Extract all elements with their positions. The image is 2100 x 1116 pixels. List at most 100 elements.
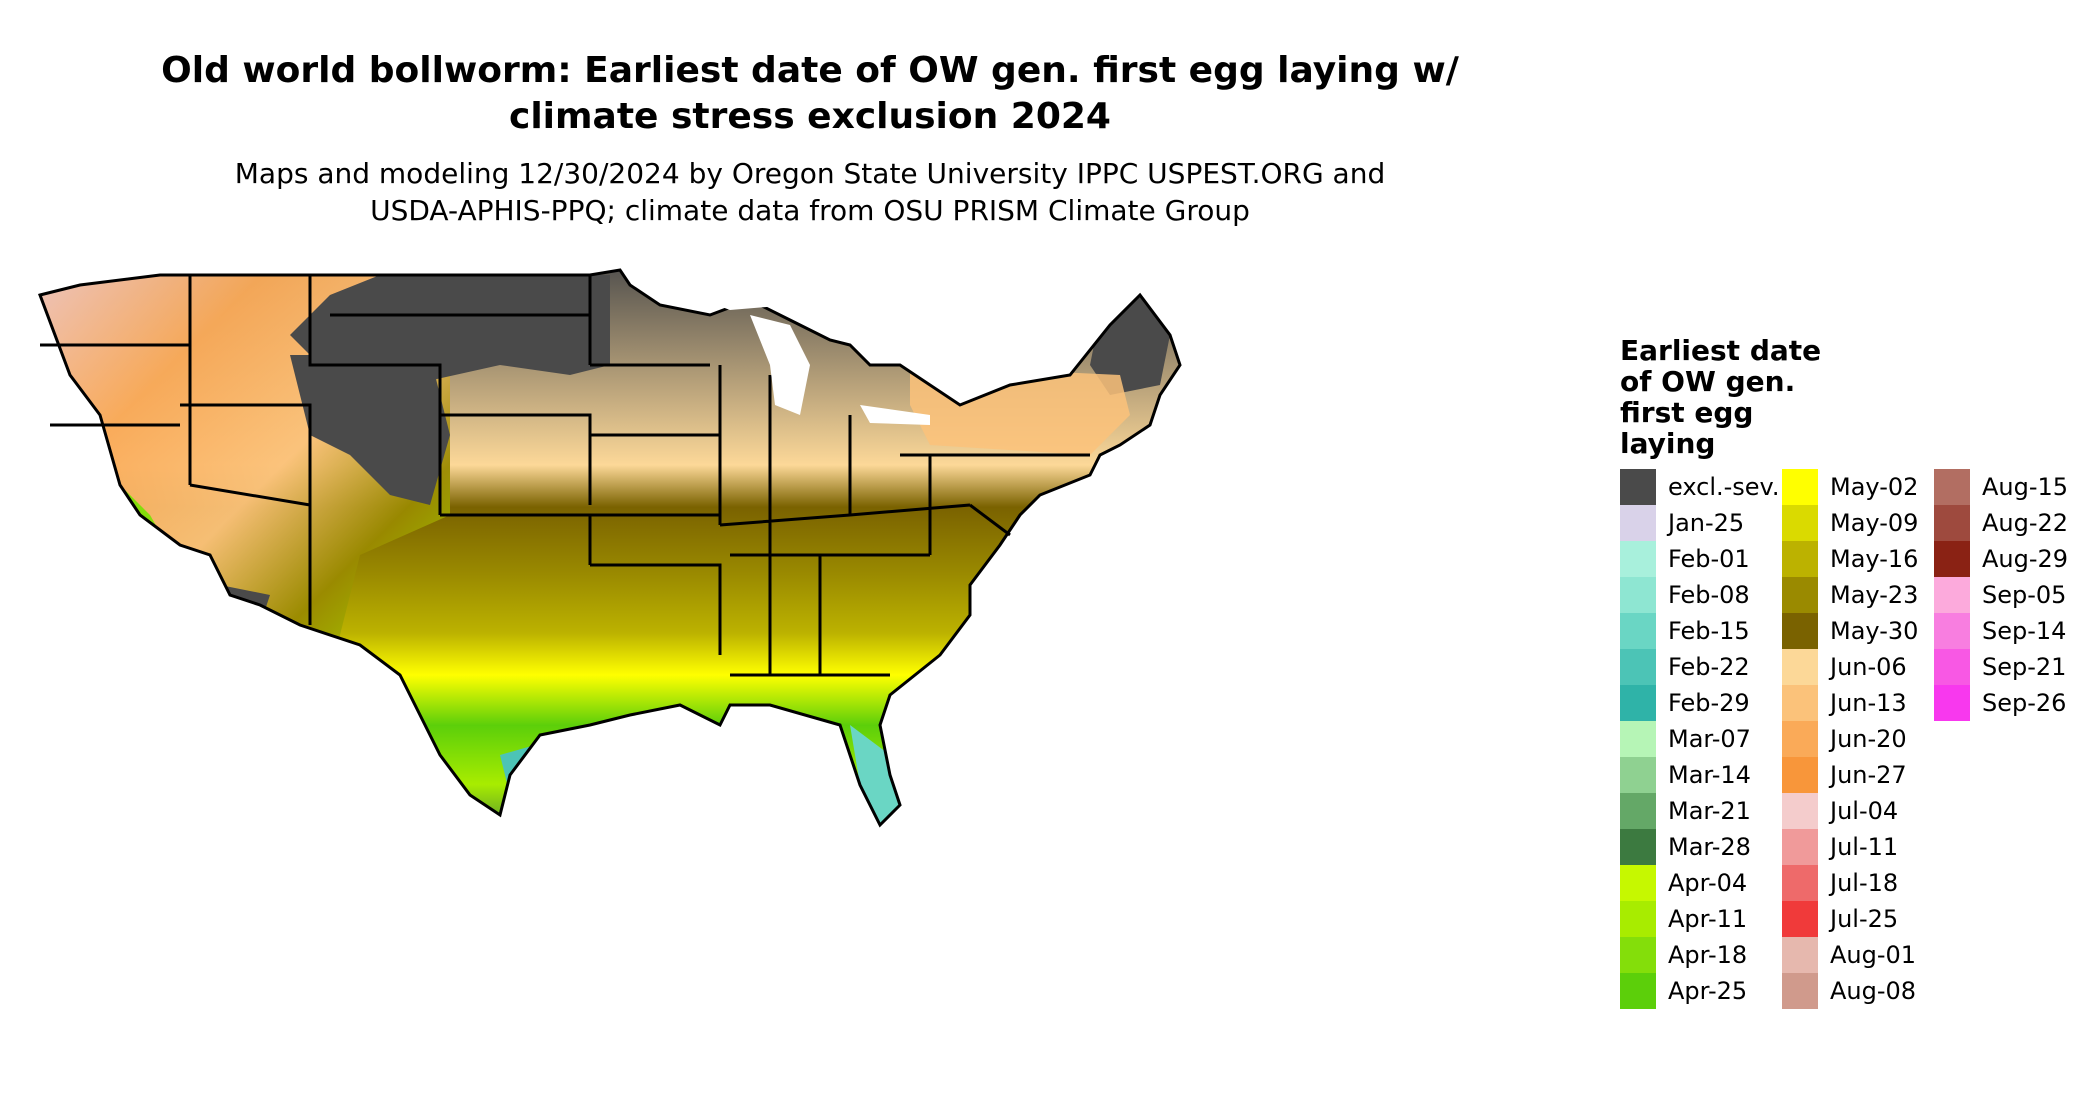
legend-swatch — [1620, 541, 1656, 577]
legend-label: Mar-21 — [1668, 797, 1751, 825]
state-boundaries — [38, 268, 1182, 828]
legend-swatch — [1620, 577, 1656, 613]
legend-item: Feb-29 — [1620, 685, 1780, 721]
legend-label: May-09 — [1830, 509, 1919, 537]
legend-item: Sep-14 — [1934, 613, 2068, 649]
map-subtitle-line-1: Maps and modeling 12/30/2024 by Oregon S… — [234, 157, 1386, 190]
legend-label: Aug-15 — [1982, 473, 2069, 501]
legend-label: Sep-05 — [1982, 581, 2067, 609]
legend-swatch — [1620, 613, 1656, 649]
legend-label: Jun-27 — [1830, 761, 1907, 789]
legend-swatch — [1620, 829, 1656, 865]
legend-item: Feb-01 — [1620, 541, 1780, 577]
legend-item: May-30 — [1782, 613, 1918, 649]
legend-title-line: of OW gen. — [1620, 365, 1796, 398]
legend-item: Jul-25 — [1782, 901, 1918, 937]
map-subtitle-line-2: USDA-APHIS-PPQ; climate data from OSU PR… — [370, 194, 1250, 227]
legend-title-line: laying — [1620, 427, 1716, 460]
legend-column-3: Aug-15 Aug-22 Aug-29 Sep-05 Sep-14 Sep-21 Sep-… — [1934, 469, 2068, 721]
legend-item: Jun-20 — [1782, 721, 1918, 757]
legend-item: Feb-22 — [1620, 649, 1780, 685]
legend-item: Jan-25 — [1620, 505, 1780, 541]
legend-label: Feb-01 — [1668, 545, 1750, 573]
legend-column-2: May-02 May-09 May-16 May-23 May-30 Jun-06 Jun-… — [1782, 469, 1918, 1009]
legend-swatch — [1782, 937, 1818, 973]
legend-item: Jun-27 — [1782, 757, 1918, 793]
legend-swatch — [1620, 469, 1656, 505]
legend-item: Jul-18 — [1782, 865, 1918, 901]
legend-swatch — [1620, 865, 1656, 901]
legend-item: May-02 — [1782, 469, 1918, 505]
legend-swatch — [1782, 577, 1818, 613]
legend-item: May-09 — [1782, 505, 1918, 541]
legend-swatch — [1620, 937, 1656, 973]
legend-swatch — [1934, 469, 1970, 505]
legend-swatch — [1782, 505, 1818, 541]
legend-column-1: excl.-sev. Jan-25 Feb-01 Feb-08 Feb-15 Feb-22… — [1620, 469, 1780, 1009]
legend-label: Feb-22 — [1668, 653, 1750, 681]
legend-label: May-16 — [1830, 545, 1919, 573]
legend-item: Apr-04 — [1620, 865, 1780, 901]
legend-swatch — [1620, 757, 1656, 793]
legend-item: Apr-25 — [1620, 973, 1780, 1009]
legend-item: Aug-15 — [1934, 469, 2068, 505]
legend-label: Mar-14 — [1668, 761, 1751, 789]
legend-swatch — [1782, 829, 1818, 865]
legend-title-line: Earliest date — [1620, 334, 1822, 367]
legend-label: Jul-11 — [1830, 833, 1899, 861]
legend-item: excl.-sev. — [1620, 469, 1780, 505]
legend-swatch — [1934, 685, 1970, 721]
legend-label: Aug-29 — [1982, 545, 2069, 573]
legend-item: Mar-21 — [1620, 793, 1780, 829]
map-title-line-2: climate stress exclusion 2024 — [509, 96, 1111, 137]
legend-item: May-23 — [1782, 577, 1918, 613]
legend-label: Feb-29 — [1668, 689, 1750, 717]
legend-swatch — [1934, 577, 1970, 613]
legend-label: Sep-14 — [1982, 617, 2067, 645]
legend-item: Sep-26 — [1934, 685, 2068, 721]
map-subtitle: Maps and modeling 12/30/2024 by Oregon S… — [120, 155, 1500, 229]
legend-label: Mar-28 — [1668, 833, 1751, 861]
legend-item: Mar-14 — [1620, 757, 1780, 793]
legend-swatch — [1934, 541, 1970, 577]
legend-label: Jun-20 — [1830, 725, 1907, 753]
map-title: Old world bollworm: Earliest date of OW … — [120, 48, 1500, 140]
legend-label: Apr-11 — [1668, 905, 1748, 933]
legend-label: Jun-13 — [1830, 689, 1907, 717]
legend-label: May-30 — [1830, 617, 1919, 645]
legend-label: Sep-21 — [1982, 653, 2067, 681]
legend-swatch — [1620, 505, 1656, 541]
legend-item: Mar-28 — [1620, 829, 1780, 865]
legend-item: Apr-18 — [1620, 937, 1780, 973]
legend-label: Apr-25 — [1668, 977, 1748, 1005]
legend-item: Aug-29 — [1934, 541, 2068, 577]
legend-item: Sep-05 — [1934, 577, 2068, 613]
legend-swatch — [1620, 793, 1656, 829]
legend-swatch — [1782, 973, 1818, 1009]
legend-item: Aug-01 — [1782, 937, 1918, 973]
legend-label: May-23 — [1830, 581, 1919, 609]
legend-item: Apr-11 — [1620, 901, 1780, 937]
legend-swatch — [1782, 721, 1818, 757]
legend-swatch — [1782, 865, 1818, 901]
legend-item: Jun-13 — [1782, 685, 1918, 721]
legend-swatch — [1934, 613, 1970, 649]
legend-label: Jul-25 — [1830, 905, 1899, 933]
legend-swatch — [1782, 469, 1818, 505]
legend-item: Feb-08 — [1620, 577, 1780, 613]
legend-swatch — [1620, 649, 1656, 685]
great-lakes — [690, 285, 930, 425]
legend-swatch — [1620, 973, 1656, 1009]
legend-swatch — [1782, 613, 1818, 649]
legend-item: Jul-04 — [1782, 793, 1918, 829]
legend-label: Sep-26 — [1982, 689, 2067, 717]
legend-item: Mar-07 — [1620, 721, 1780, 757]
legend-swatch — [1782, 649, 1818, 685]
legend-label: Aug-22 — [1982, 509, 2069, 537]
legend-item: Aug-08 — [1782, 973, 1918, 1009]
legend-swatch — [1934, 649, 1970, 685]
legend-item: Aug-22 — [1934, 505, 2068, 541]
legend-label: Aug-08 — [1830, 977, 1917, 1005]
legend-swatch — [1620, 901, 1656, 937]
legend-item: Jun-06 — [1782, 649, 1918, 685]
